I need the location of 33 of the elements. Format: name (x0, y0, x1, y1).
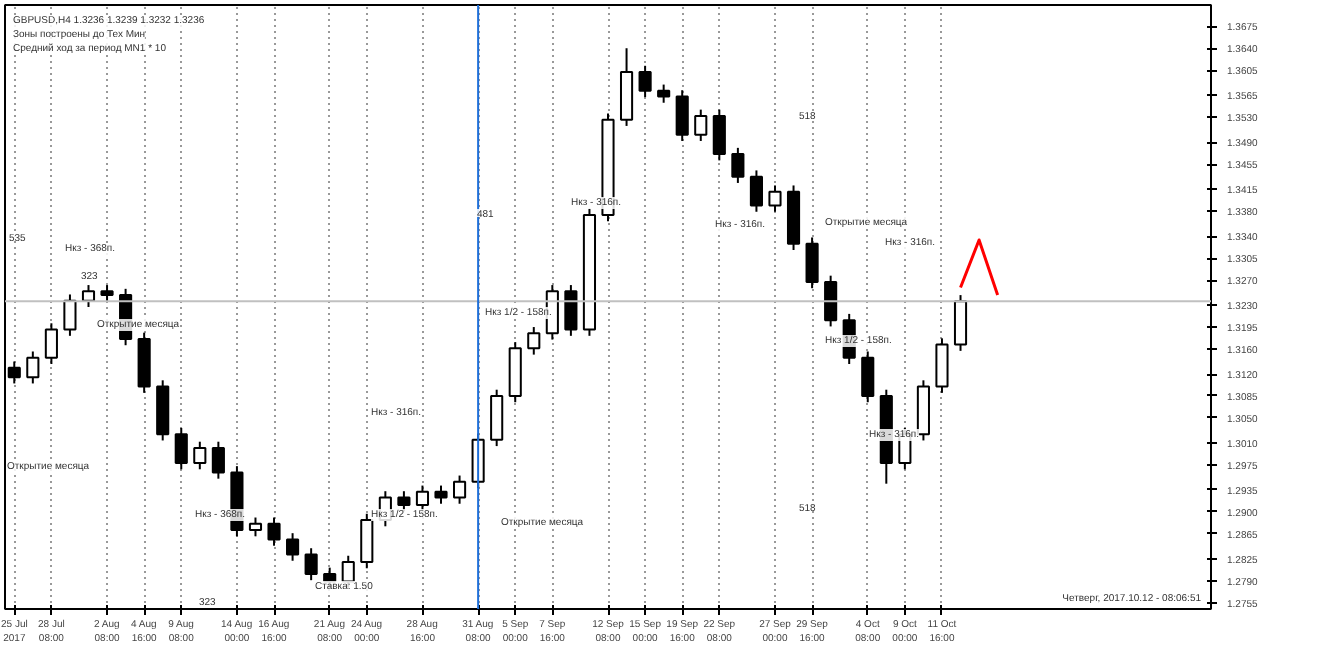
candlestick (267, 516, 281, 547)
candlestick (434, 484, 448, 505)
candlestick (304, 547, 318, 582)
candlestick (211, 440, 225, 480)
candlestick (508, 341, 522, 404)
candlestick (44, 322, 58, 366)
candlestick (805, 236, 819, 290)
candlestick (286, 532, 300, 562)
candlestick (137, 331, 151, 394)
candlestick (397, 490, 411, 513)
candlestick (675, 89, 689, 142)
candlestick (527, 326, 541, 356)
candlestick (63, 293, 77, 337)
candlestick (564, 284, 578, 337)
candlestick (749, 169, 763, 213)
candlestick (657, 83, 671, 104)
candlestick (768, 184, 782, 213)
candlestick (193, 440, 207, 471)
candlestick (953, 294, 968, 352)
candlestick (638, 64, 652, 99)
candlestick (824, 274, 838, 328)
candlestick (174, 426, 188, 471)
candlestick (490, 388, 504, 448)
candlestick (26, 350, 40, 385)
candlestick (453, 474, 467, 505)
candlestick (861, 350, 875, 404)
candlestick (156, 379, 170, 442)
candlestick (731, 146, 745, 184)
candlestick (248, 516, 263, 538)
candlestick (712, 108, 726, 162)
candlestick (619, 47, 634, 127)
candlestick (694, 108, 708, 142)
candlestick (935, 337, 949, 394)
